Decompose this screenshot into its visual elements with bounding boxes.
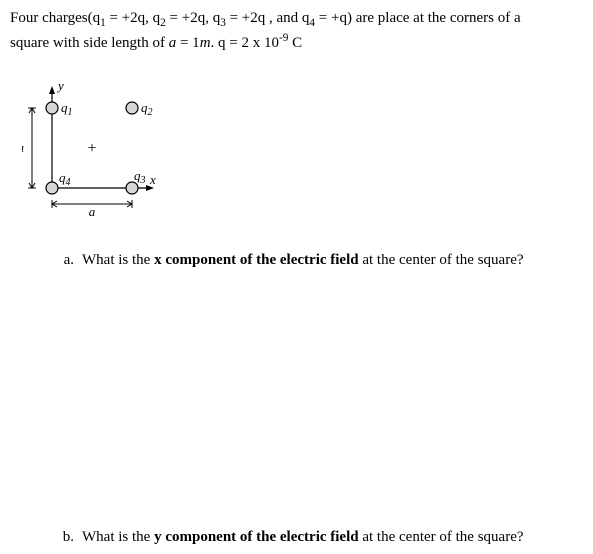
square-diagram: aayx+q1q2q3q4 [22,73,583,228]
marker-a: a. [46,252,82,269]
unit: C [288,35,302,51]
marker-b: b. [46,529,82,546]
text: . q = 2 x 10 [211,35,279,51]
questions: a. What is the x component of the electr… [10,252,583,546]
text: = +2q, q [106,10,160,26]
text: square with side length of [10,35,169,51]
question-a-text: What is the x component of the electric … [82,252,583,269]
svg-text:+: + [87,140,96,157]
svg-text:q4: q4 [59,170,71,188]
exp: -9 [279,32,288,44]
svg-text:a: a [22,140,25,155]
question-a: a. What is the x component of the electr… [10,252,583,269]
svg-text:q1: q1 [61,100,73,118]
text: at the center of the square? [359,252,524,268]
text: = 1 [176,35,199,51]
svg-text:x: x [149,172,156,187]
text: at the center of the square? [359,529,524,545]
text: = +q) are place at the corners of a [315,10,521,26]
problem-statement: Four charges(q1 = +2q, q2 = +2q, q3 = +2… [10,8,583,53]
svg-text:q2: q2 [141,100,153,118]
text: = +2q, q [166,10,220,26]
text: = +2q , and q [226,10,310,26]
question-b-text: What is the y component of the electric … [82,529,583,546]
text: Four charges(q [10,10,100,26]
bold-text: x component of the electric field [154,252,359,268]
svg-text:y: y [56,78,64,93]
text: What is the [82,529,154,545]
unit-m: m [200,35,211,51]
diagram-svg: aayx+q1q2q3q4 [22,73,192,223]
svg-text:a: a [89,204,96,219]
text: What is the [82,252,154,268]
question-b: b. What is the y component of the electr… [10,529,583,546]
bold-text: y component of the electric field [154,529,359,545]
